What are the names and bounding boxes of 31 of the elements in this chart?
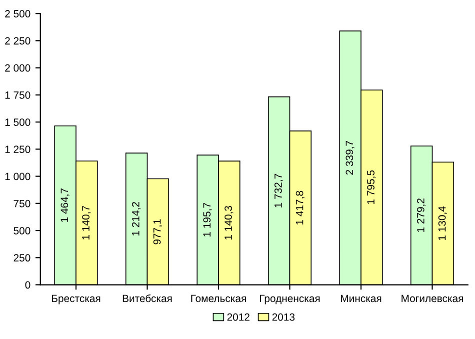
y-tick-label: 750 (14, 200, 30, 208)
legend-label: 2012 (227, 313, 250, 321)
data-label: 1 195,7 (203, 203, 212, 236)
data-label: 1 417,8 (296, 190, 304, 224)
data-label: 1 130,4 (438, 206, 447, 240)
data-label: 977,1 (153, 219, 162, 244)
y-tick-label: 0 (25, 281, 30, 289)
data-label: 1 279,2 (416, 198, 426, 232)
data-label: 1 732,7 (274, 174, 284, 208)
y-tick-label: 500 (14, 227, 30, 234)
y-tick-label: 1 000 (5, 172, 30, 180)
legend-label: 2013 (272, 313, 295, 321)
data-label: 2 339,7 (346, 141, 354, 175)
y-tick-label: 2 000 (5, 64, 30, 72)
y-tick-label: 1 250 (5, 146, 30, 154)
x-tick-label: Витебская (122, 294, 172, 302)
x-tick-label: Могилевская (402, 294, 463, 302)
y-tick-label: 2 250 (5, 37, 30, 45)
y-tick-label: 1 750 (5, 91, 30, 99)
y-tick-label: 1 500 (5, 118, 30, 126)
y-tick-label: 250 (14, 254, 30, 262)
data-label: 1 140,3 (224, 206, 234, 240)
data-label: 1 795,5 (367, 170, 376, 204)
data-label: 1 214,2 (132, 202, 141, 236)
x-tick-label: Гродненская (260, 294, 320, 304)
data-label: 1 140,7 (82, 206, 91, 240)
x-tick-label: Гомельская (191, 294, 246, 302)
y-tick-label: 2 500 (5, 10, 30, 18)
data-label: 1 464,7 (60, 188, 70, 222)
x-tick-label: Брестская (52, 294, 100, 304)
x-tick-label: Минская (341, 294, 382, 302)
